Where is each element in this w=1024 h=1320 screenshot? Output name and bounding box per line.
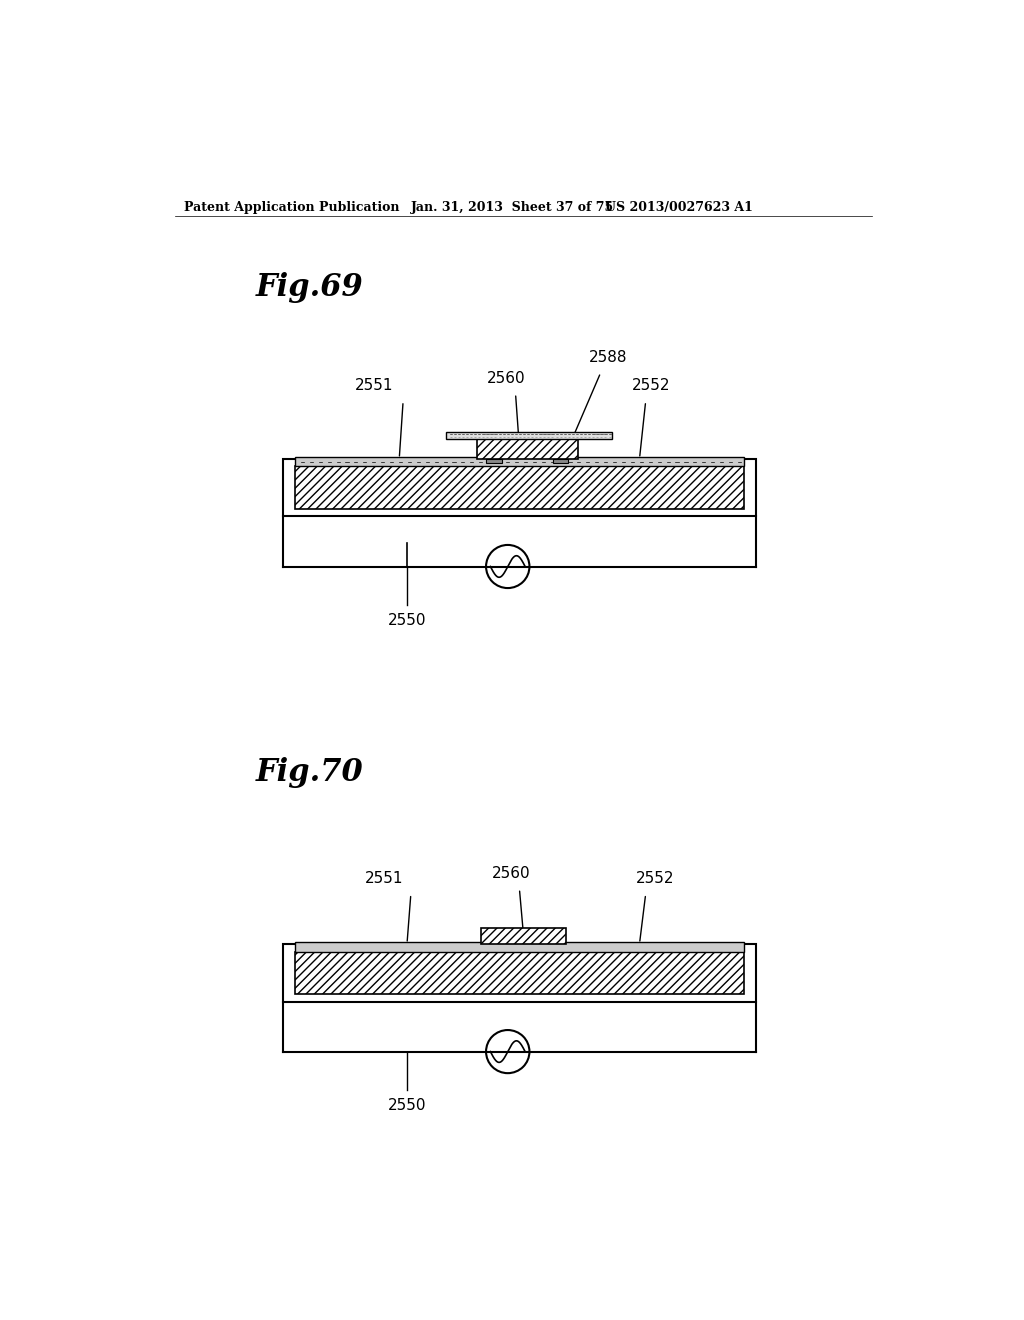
Bar (477, 437, 578, 459)
Text: 2550: 2550 (388, 1098, 426, 1113)
Text: 2560: 2560 (493, 866, 530, 880)
Text: 2551: 2551 (355, 379, 393, 393)
Bar (295, 952, 744, 994)
Bar (283, 459, 756, 516)
Text: 2550: 2550 (388, 612, 426, 628)
Text: Jan. 31, 2013  Sheet 37 of 75: Jan. 31, 2013 Sheet 37 of 75 (411, 201, 614, 214)
Bar (445, 432, 612, 440)
Bar (480, 928, 566, 944)
Bar (295, 457, 744, 466)
Text: Patent Application Publication: Patent Application Publication (183, 201, 399, 214)
Text: Fig.70: Fig.70 (256, 758, 364, 788)
Bar (486, 459, 502, 462)
Text: 2552: 2552 (636, 871, 674, 886)
Text: Fig.69: Fig.69 (256, 272, 364, 304)
Text: 2560: 2560 (486, 371, 525, 385)
Text: 2551: 2551 (365, 871, 403, 886)
Bar (295, 466, 744, 508)
Text: US 2013/0027623 A1: US 2013/0027623 A1 (604, 201, 753, 214)
Text: 2588: 2588 (589, 350, 628, 364)
Bar (553, 459, 568, 462)
Bar (295, 942, 744, 952)
Bar (283, 944, 756, 1002)
Text: 2552: 2552 (632, 379, 671, 393)
